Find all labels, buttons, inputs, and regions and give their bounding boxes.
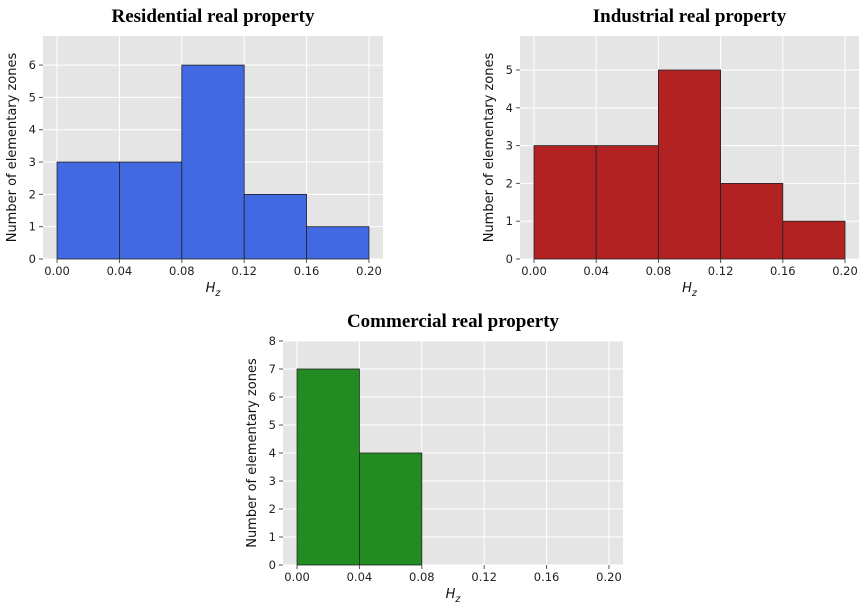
- y-tick-label: 1: [29, 220, 36, 234]
- y-tick-label: 8: [269, 334, 276, 348]
- y-tick-label: 3: [29, 155, 36, 169]
- x-axis-label: Hz: [682, 281, 698, 299]
- x-tick-label: 0.12: [471, 570, 497, 584]
- histogram-bar: [782, 220, 846, 260]
- histogram-bar: [595, 145, 659, 260]
- y-tick-label: 2: [29, 187, 36, 201]
- histogram-bar: [296, 368, 360, 566]
- x-tick-label: 0.04: [107, 264, 133, 278]
- chart-title: Industrial real property: [593, 6, 787, 27]
- histogram-bar: [720, 183, 784, 260]
- y-tick-label: 2: [506, 176, 513, 190]
- chart-industrial: 0.00 0.04 0.08 0.12 0.16 0.20 0 1 2 3 4 5 Industrial…: [482, 6, 859, 299]
- x-tick-label: 0.16: [294, 264, 320, 278]
- chart-residential: 0.00 0.04 0.08 0.12 0.16 0.20 0 1 2 3 4 5 6 Residenti…: [5, 6, 383, 299]
- y-axis-label: Number of elementary zones: [5, 53, 20, 243]
- y-tick-label: 0: [506, 252, 513, 266]
- y-tick-label: 2: [269, 502, 276, 516]
- histogram-bar: [657, 69, 722, 260]
- histogram-bar: [243, 193, 307, 260]
- y-tick-label: 0: [29, 252, 36, 266]
- x-axis-label: Hz: [206, 281, 222, 299]
- x-tick-label: 0.00: [284, 570, 310, 584]
- x-tick-label: 0.20: [596, 570, 622, 584]
- y-tick-label: 5: [506, 63, 513, 77]
- x-tick-label: 0.20: [832, 264, 858, 278]
- y-tick-label: 1: [269, 530, 276, 544]
- chart-title: Commercial real property: [347, 311, 560, 332]
- x-tick-label: 0.08: [409, 570, 435, 584]
- y-tick-label: 0: [269, 558, 276, 572]
- x-tick-label: 0.16: [534, 570, 560, 584]
- y-tick-label: 6: [29, 58, 36, 72]
- x-axis-label: Hz: [446, 587, 462, 605]
- x-tick-label: 0.20: [356, 264, 382, 278]
- chart-title: Residential real property: [112, 6, 315, 27]
- histogram-bar: [56, 161, 120, 260]
- y-tick-label: 4: [506, 101, 513, 115]
- y-tick-label: 5: [269, 418, 276, 432]
- histogram-bar: [119, 161, 183, 260]
- y-tick-label: 4: [269, 446, 276, 460]
- x-tick-label: 0.12: [708, 264, 734, 278]
- y-tick-label: 5: [29, 90, 36, 104]
- x-tick-label: 0.08: [646, 264, 672, 278]
- y-tick-label: 3: [269, 474, 276, 488]
- x-tick-label: 0.16: [770, 264, 796, 278]
- histogram-bar: [359, 452, 423, 566]
- y-tick-label: 3: [506, 139, 513, 153]
- x-tick-label: 0.00: [521, 264, 547, 278]
- histogram-bar: [181, 64, 245, 260]
- y-tick-label: 7: [269, 362, 276, 376]
- x-tick-label: 0.00: [44, 264, 70, 278]
- histogram-bar: [306, 226, 370, 260]
- y-axis-label: Number of elementary zones: [482, 53, 497, 243]
- y-tick-label: 4: [29, 123, 36, 137]
- histogram-bar: [533, 145, 597, 260]
- x-tick-label: 0.12: [231, 264, 257, 278]
- x-tick-label: 0.04: [347, 570, 373, 584]
- chart-commercial: 0.00 0.04 0.08 0.12 0.16 0.20 0 1 2 3 4 5 6 7 8 Commerc…: [245, 311, 623, 605]
- y-axis-label: Number of elementary zones: [245, 358, 260, 548]
- x-tick-label: 0.08: [169, 264, 195, 278]
- x-tick-label: 0.04: [583, 264, 609, 278]
- y-tick-label: 1: [506, 214, 513, 228]
- y-tick-label: 6: [269, 390, 276, 404]
